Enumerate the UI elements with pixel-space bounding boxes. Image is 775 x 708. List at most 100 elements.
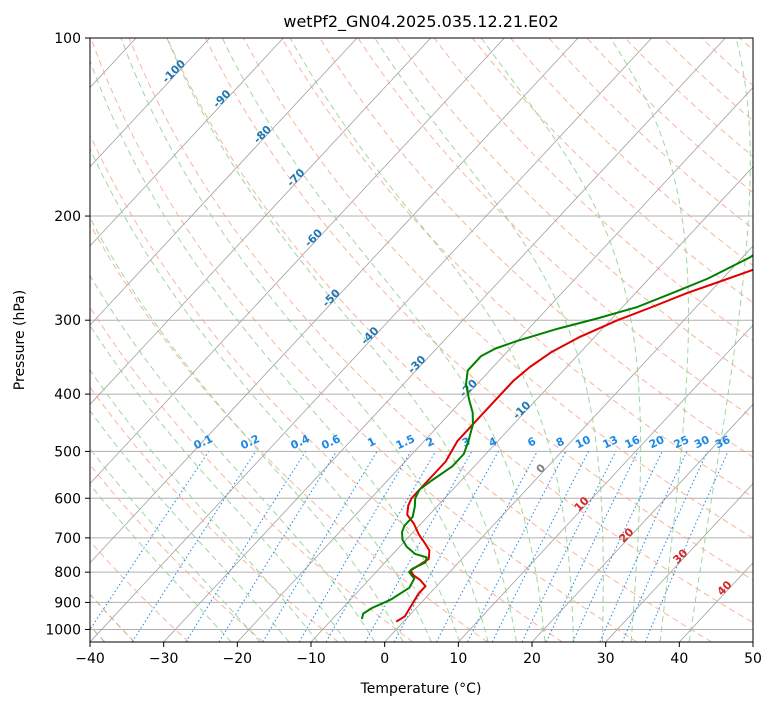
temperature-isotherm-label: 40 xyxy=(715,578,735,598)
moist-adiabat xyxy=(374,38,604,642)
mixing-ratio-line xyxy=(262,451,378,642)
moist-adiabat xyxy=(90,59,461,642)
background-line-labels: 0.1 0.2 0.4 0.6 1 1.5 2 3 4 6 8 10 13 16 20 25 30 36-100-… xyxy=(160,57,735,598)
y-tick-label: 800 xyxy=(54,565,81,581)
mixing-ratio-label: 1.5 xyxy=(394,432,417,452)
dry-adiabat xyxy=(701,38,753,87)
moist-adiabat xyxy=(90,216,404,642)
y-tick-label: 300 xyxy=(54,313,81,329)
dry-adiabat xyxy=(90,540,190,642)
mixing-ratio-label: 6 xyxy=(526,435,539,450)
x-tick-label: 20 xyxy=(523,651,541,667)
y-tick-label: 900 xyxy=(54,595,81,611)
isotherm-line xyxy=(679,562,753,642)
sounding-series xyxy=(360,254,753,623)
mixing-ratio-line xyxy=(218,451,337,642)
mixing-ratio-line xyxy=(393,451,499,642)
x-tick-label: 0 xyxy=(380,651,389,667)
isotherm-line xyxy=(90,38,505,485)
x-tick-label: −30 xyxy=(149,651,179,667)
dry-adiabat xyxy=(395,38,753,380)
x-tick-label: 40 xyxy=(670,651,688,667)
isotherm-label: -100 xyxy=(160,57,189,86)
mixing-ratio-label: 20 xyxy=(647,433,667,451)
isotherm-line xyxy=(90,38,284,247)
temperature-isotherm-label: 20 xyxy=(616,525,636,545)
isotherm-line xyxy=(605,482,753,642)
moist-adiabat xyxy=(688,38,751,642)
temperature-isotherm-label: 10 xyxy=(572,494,592,514)
mixing-ratio-label: 25 xyxy=(672,433,691,451)
moist-adiabat xyxy=(120,38,489,642)
isotherm-line xyxy=(90,38,211,168)
y-tick-label: 100 xyxy=(54,31,81,47)
dry-adiabat xyxy=(90,133,563,642)
dry-adiabat xyxy=(90,386,339,642)
mixing-ratio-label: 13 xyxy=(601,433,620,451)
mixing-ratio-line xyxy=(599,451,688,642)
mixing-ratio-line xyxy=(298,451,412,642)
y-axis: 100 200 300 400 500 600 700 800 900 1000 xyxy=(45,31,90,638)
moist-adiabat xyxy=(90,324,347,642)
mixing-ratio-line xyxy=(491,451,589,642)
dry-adiabat xyxy=(433,38,753,342)
dry-adiabat xyxy=(204,38,753,581)
y-axis-label: Pressure (hPa) xyxy=(12,290,28,390)
mixing-ratio-label: 0.2 xyxy=(239,432,262,452)
mixing-ratio-label: 0.1 xyxy=(192,432,215,452)
mixing-ratio-line xyxy=(364,451,473,642)
moist-adiabat xyxy=(90,369,319,642)
mixing-ratio-label: 10 xyxy=(573,433,593,451)
mixing-ratio-label: 0.6 xyxy=(319,432,342,452)
isotherm-line xyxy=(90,38,358,326)
isotherm-line xyxy=(90,38,432,405)
dry-adiabat xyxy=(90,223,488,642)
isotherm-line xyxy=(752,641,753,642)
mixing-ratio-line xyxy=(644,451,729,642)
x-tick-label: 30 xyxy=(597,651,615,667)
moist-adiabat xyxy=(90,447,261,642)
dry-adiabat xyxy=(243,38,753,539)
mixing-ratio-label: 0.4 xyxy=(289,432,312,452)
x-tick-label: 10 xyxy=(449,651,467,667)
x-tick-label: −10 xyxy=(296,651,326,667)
mixing-ratio-line xyxy=(435,451,538,642)
y-tick-label: 400 xyxy=(54,387,81,403)
isotherm-label: -60 xyxy=(302,226,325,249)
dry-adiabat xyxy=(739,38,753,51)
moist-adiabat xyxy=(90,147,432,642)
isotherm-line xyxy=(90,38,653,642)
mixing-ratio-label: 1 xyxy=(365,435,377,450)
mixing-ratio-line xyxy=(621,451,708,642)
moist-adiabat xyxy=(90,410,290,642)
dry-adiabat xyxy=(548,38,753,230)
mixing-ratio-label: 8 xyxy=(554,435,566,450)
mixing-ratio-label: 36 xyxy=(713,433,733,451)
background-lines xyxy=(0,38,753,642)
isotherm-line xyxy=(0,38,62,642)
isotherm-label: -70 xyxy=(284,166,307,189)
dry-adiabat xyxy=(90,463,264,642)
dewpoint-profile xyxy=(360,254,753,620)
mixing-ratio-label: 4 xyxy=(487,435,500,450)
x-tick-label: −20 xyxy=(223,651,253,667)
x-axis: −40 −30 −20 −10 0 10 20 30 40 50 xyxy=(75,642,762,667)
mixing-ratio-line xyxy=(90,451,210,631)
dry-adiabat xyxy=(128,38,712,642)
x-tick-label: 50 xyxy=(744,651,762,667)
y-tick-label: 500 xyxy=(54,444,81,460)
isotherm-label: -50 xyxy=(320,286,343,309)
dry-adiabat xyxy=(90,306,414,642)
mixing-ratio-label: 2 xyxy=(424,435,436,450)
y-tick-label: 600 xyxy=(54,491,81,507)
y-tick-label: 700 xyxy=(54,531,81,547)
mixing-ratio-label: 16 xyxy=(623,433,643,451)
dry-adiabat xyxy=(472,38,753,304)
temperature-isotherm-label: 30 xyxy=(670,546,690,566)
isotherm-label: -90 xyxy=(210,87,233,110)
chart-title: wetPf2_GN04.2025.035.12.21.E02 xyxy=(283,12,558,32)
y-tick-label: 200 xyxy=(54,209,81,225)
isotherm-label: -30 xyxy=(405,353,428,376)
moist-adiabat xyxy=(480,38,642,642)
dry-adiabat xyxy=(281,38,753,498)
